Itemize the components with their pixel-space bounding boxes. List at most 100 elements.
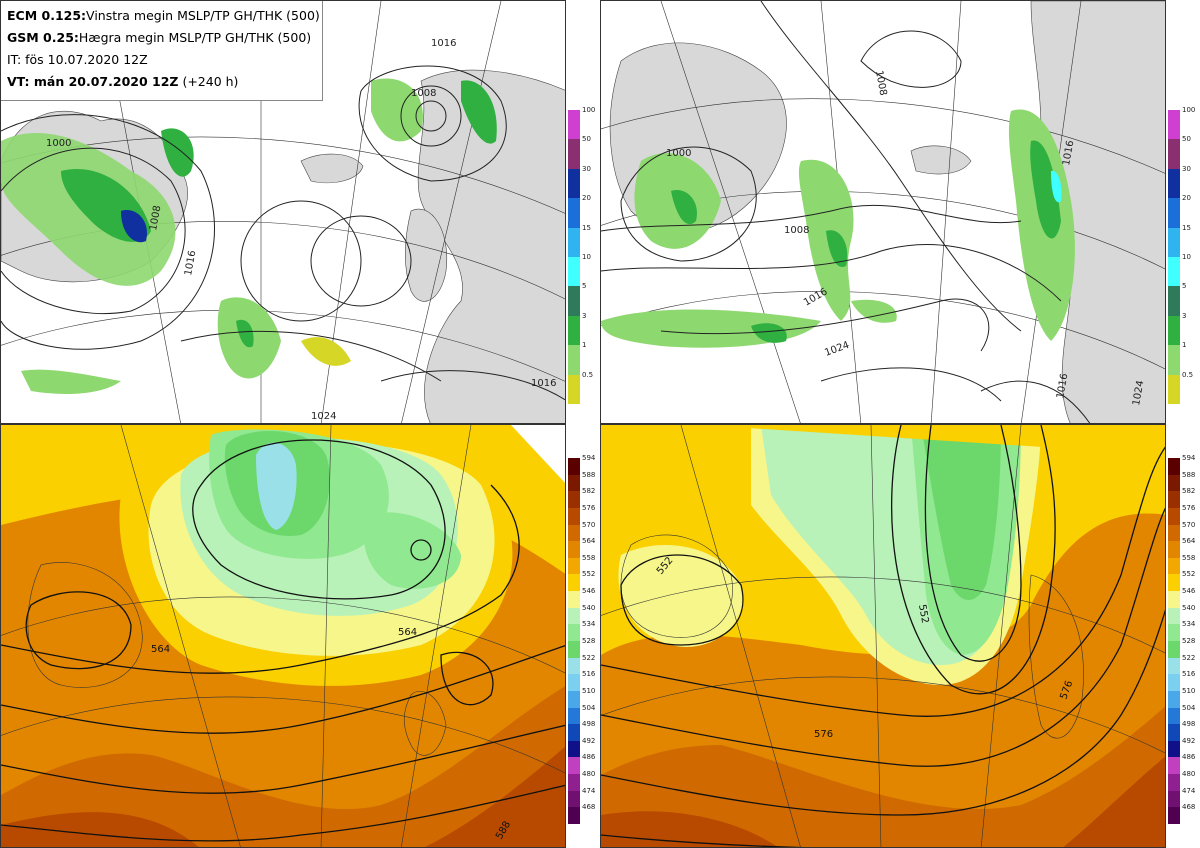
colorbar-segment (1168, 110, 1180, 140)
forecast-info-box: ECM 0.125:Vinstra megin MSLP/TP GH/THK (… (1, 1, 323, 101)
colorbar-segment (568, 591, 580, 609)
colorbar-segment (1168, 724, 1180, 742)
colorbar-label: 528 (582, 637, 596, 645)
colorbar-label: 100 (582, 106, 596, 114)
svg-text:1008: 1008 (148, 205, 163, 232)
colorbar-label: 498 (582, 720, 596, 729)
colorbar-segment (568, 491, 580, 509)
colorbar-label: 594 (1182, 454, 1196, 462)
colorbar-label: 20 (1182, 194, 1191, 203)
colorbar-label: 516 (582, 670, 596, 679)
colorbar-segment (568, 574, 580, 592)
colorbar-label: 564 (1182, 537, 1196, 546)
colorbar-label: 474 (1182, 786, 1196, 795)
colorbar-segment (568, 507, 580, 526)
precipitation-areas (601, 109, 1075, 348)
colorbar-segment (1168, 591, 1180, 609)
colorbar-segment (568, 374, 580, 405)
colorbar-label: 486 (582, 753, 596, 762)
gsm-model-label: GSM 0.25: (7, 30, 79, 45)
colorbar-label: 570 (1182, 520, 1196, 529)
iceland-landmass (910, 145, 972, 175)
colorbar-segment (1168, 541, 1180, 559)
svg-text:1000: 1000 (46, 138, 71, 149)
ecm-description: Vinstra megin MSLP/TP GH/THK (500) (86, 8, 320, 23)
colorbar-segment (568, 227, 580, 258)
colorbar-label: 528 (1182, 637, 1196, 645)
colorbar-segment (568, 524, 580, 542)
colorbar-segment (1168, 574, 1180, 592)
colorbar-label: 1 (1182, 341, 1187, 350)
colorbar-label: 522 (1182, 653, 1196, 662)
colorbar-label: 576 (582, 503, 596, 512)
colorbar-label: 480 (582, 770, 596, 779)
colorbar-label: 534 (1182, 620, 1196, 629)
colorbar-segment (568, 286, 580, 317)
colorbar-segment (1168, 139, 1180, 170)
colorbar-segment (568, 774, 580, 792)
height-contours (601, 425, 1165, 847)
colorbar-segment (1168, 740, 1180, 758)
gsm-description: Hægra megin MSLP/TP GH/THK (500) (78, 30, 312, 45)
colorbar-segment (1168, 474, 1180, 492)
svg-text:1016: 1016 (431, 38, 456, 49)
colorbar-segment (1168, 757, 1180, 775)
colorbar-label: 558 (1182, 553, 1196, 562)
colorbar-label: 504 (582, 703, 596, 712)
colorbar-label: 510 (1182, 686, 1196, 695)
svg-text:1016: 1016 (183, 250, 198, 277)
height-contours (1, 439, 565, 842)
colorbar-label: 50 (1182, 135, 1191, 144)
colorbar-segment (1168, 674, 1180, 692)
svg-text:552: 552 (916, 604, 930, 625)
colorbar-segment (1168, 458, 1180, 476)
land-outline (1028, 574, 1084, 739)
thickness-colorbar-right: 594 588 582 576 570 564 558 552 546 540 534 528 522 5… (1166, 454, 1200, 825)
colorbar-segment (1168, 641, 1180, 659)
svg-text:1016: 1016 (1055, 373, 1070, 400)
thickness-colorbar-left: 594 588 582 576 570 564 558 552 546 540 534 528 522 5… (566, 455, 602, 825)
colorbar-label: 1 (582, 341, 587, 350)
colorbar-label: 5 (582, 282, 587, 291)
iceland-landmass (300, 153, 364, 184)
ecm-thickness-map: 564 564 588 (0, 424, 566, 848)
colorbar-label: 10 (582, 253, 591, 261)
colorbar-segment (568, 557, 580, 575)
colorbar-segment (1168, 198, 1180, 229)
colorbar-label: 546 (582, 587, 596, 596)
colorbar-label: 552 (1182, 570, 1196, 579)
colorbar-label: 0.5 (582, 370, 594, 379)
colorbar-label: 510 (582, 686, 596, 695)
colorbar-segment (1168, 257, 1180, 287)
colorbar-label: 486 (1182, 753, 1196, 762)
colorbar-segment (568, 740, 580, 758)
land-outline (403, 690, 447, 756)
colorbar-segment (568, 315, 580, 346)
colorbar-segment (568, 657, 580, 675)
colorbar-segment (568, 139, 580, 170)
svg-text:564: 564 (398, 627, 417, 638)
colorbar-label: 576 (1182, 503, 1196, 512)
colorbar-segment (568, 707, 580, 725)
colorbar-label: 516 (1182, 670, 1196, 679)
colorbar-segment (1168, 507, 1180, 526)
svg-text:1024: 1024 (1131, 380, 1146, 407)
precip-colorbar-right: 100 50 30 20 15 10 5 3 1 0.5 (1166, 107, 1200, 405)
precip-colorbar-left: 100 50 30 20 15 10 5 3 1 0.5 (566, 106, 602, 405)
colorbar-segment (568, 674, 580, 692)
colorbar-label: 474 (582, 786, 596, 795)
colorbar-segment (568, 607, 580, 625)
colorbar-segment (568, 168, 580, 199)
colorbar-label: 522 (582, 653, 596, 662)
colorbar-segment (1168, 707, 1180, 725)
colorbar-label: 552 (582, 570, 596, 579)
colorbar-label: 570 (582, 520, 596, 529)
colorbar-segment (1168, 168, 1180, 199)
colorbar-label: 15 (582, 223, 591, 232)
ecm-thickness-map-svg: 564 564 588 (1, 425, 565, 847)
precipitation-areas (1, 78, 497, 394)
colorbar-segment (568, 458, 580, 476)
colorbar-label: 15 (1182, 223, 1191, 232)
svg-text:1000: 1000 (666, 148, 691, 159)
colorbar-label: 468 (582, 803, 596, 812)
